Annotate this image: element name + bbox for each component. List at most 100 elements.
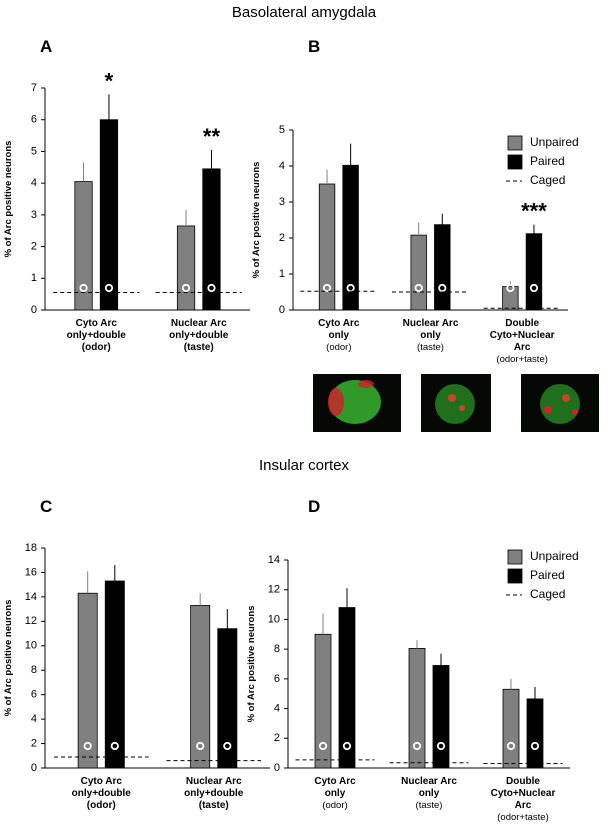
bar bbox=[99, 119, 119, 311]
x-tick-label: Cyto Arc bbox=[81, 776, 123, 787]
y-tick-label: 3 bbox=[279, 196, 285, 208]
chart: A % of Arc positive neurons 0 1 2 3 4 5 6 7 Cyto A… bbox=[3, 37, 250, 353]
marker bbox=[438, 283, 447, 293]
marker bbox=[436, 741, 446, 751]
x-tick-label: (taste) bbox=[184, 342, 214, 353]
y-axis-label: % of Arc positive neurons bbox=[3, 141, 14, 258]
x-tick-label: Cyto Arc bbox=[318, 318, 360, 329]
cell bbox=[572, 409, 578, 415]
x-tick-label: Double bbox=[506, 776, 540, 787]
cell bbox=[329, 380, 381, 424]
cell bbox=[328, 388, 344, 416]
x-tick-label: Arc bbox=[514, 342, 531, 353]
x-tick-label: (odor+taste) bbox=[497, 812, 549, 823]
y-tick-label: 12 bbox=[25, 615, 37, 627]
y-tick-label: 1 bbox=[279, 268, 285, 280]
marker bbox=[223, 741, 232, 751]
y-tick-label: 14 bbox=[25, 591, 37, 603]
x-tick-label: only bbox=[419, 788, 440, 799]
cell bbox=[544, 406, 552, 414]
marker bbox=[104, 283, 114, 293]
marker bbox=[196, 741, 205, 751]
y-tick-label: 8 bbox=[31, 664, 37, 676]
cell bbox=[435, 384, 475, 424]
y-tick-label: 5 bbox=[279, 124, 285, 136]
marker bbox=[342, 741, 352, 751]
y-tick-label: 2 bbox=[274, 732, 280, 744]
marker bbox=[322, 283, 332, 293]
legend-label: Unpaired bbox=[530, 135, 579, 149]
marker bbox=[506, 283, 515, 293]
y-tick-label: 7 bbox=[31, 82, 37, 94]
bar bbox=[525, 233, 543, 311]
x-tick-label: Cyto Arc bbox=[314, 776, 356, 787]
legend-label: Caged bbox=[530, 173, 565, 187]
section-title: Insular cortex bbox=[259, 457, 350, 474]
y-tick-label: 6 bbox=[31, 689, 37, 701]
marker bbox=[181, 283, 191, 293]
significance: *** bbox=[521, 199, 547, 224]
marker bbox=[529, 283, 539, 293]
y-tick-label: 10 bbox=[25, 640, 37, 652]
bar bbox=[502, 688, 520, 769]
bar bbox=[217, 628, 238, 769]
y-tick-label: 18 bbox=[25, 542, 37, 554]
legend-label: Caged bbox=[530, 587, 565, 601]
x-tick-label: Nuclear Arc bbox=[171, 318, 227, 329]
legend-swatch bbox=[507, 135, 523, 151]
cell bbox=[562, 394, 570, 402]
y-tick-label: 6 bbox=[274, 673, 280, 685]
y-tick-label: 4 bbox=[279, 160, 285, 172]
y-tick-label: 0 bbox=[279, 304, 285, 316]
x-tick-label: Nuclear Arc bbox=[186, 776, 242, 787]
y-axis-label: % of Arc positive neurons bbox=[246, 606, 257, 723]
marker bbox=[110, 741, 119, 751]
cell bbox=[358, 380, 374, 388]
x-tick-label: Arc bbox=[515, 800, 532, 811]
x-tick-label: only+double bbox=[184, 788, 244, 799]
y-tick-label: 4 bbox=[31, 177, 37, 189]
legend-swatch bbox=[507, 549, 523, 565]
y-axis-label: % of Arc positive neurons bbox=[251, 162, 262, 279]
y-axis-label: % of Arc positive neurons bbox=[3, 600, 14, 717]
y-tick-label: 10 bbox=[268, 613, 280, 625]
x-tick-label: (odor) bbox=[87, 800, 116, 811]
y-tick-label: 14 bbox=[268, 554, 280, 566]
x-tick-label: only bbox=[325, 788, 346, 799]
x-tick-label: Nuclear Arc bbox=[401, 776, 457, 787]
bar bbox=[104, 580, 125, 769]
marker bbox=[79, 283, 88, 293]
legend-label: Paired bbox=[530, 568, 565, 582]
cell bbox=[448, 394, 456, 402]
x-tick-label: (taste) bbox=[416, 800, 443, 811]
x-tick-label: (odor) bbox=[322, 800, 347, 811]
y-tick-label: 2 bbox=[31, 737, 37, 749]
legend-label: Paired bbox=[530, 154, 565, 168]
marker bbox=[530, 741, 540, 751]
panel-label: B bbox=[308, 37, 320, 56]
bar bbox=[77, 592, 98, 769]
bar bbox=[314, 633, 332, 769]
y-tick-label: 5 bbox=[31, 145, 37, 157]
y-tick-label: 4 bbox=[274, 702, 280, 714]
bar bbox=[410, 234, 427, 311]
y-tick-label: 4 bbox=[31, 713, 37, 725]
bar bbox=[338, 607, 356, 769]
bar bbox=[342, 164, 359, 311]
x-tick-label: (odor+taste) bbox=[496, 354, 548, 365]
chart: B % of Arc positive neurons 0 1 2 3 4 5 Cyto Arc… bbox=[251, 37, 579, 365]
bar bbox=[176, 225, 196, 311]
chart: C % of Arc positive neurons 0 2 4 6 8 10 12 14 16 1… bbox=[3, 497, 270, 811]
x-tick-label: (taste) bbox=[199, 800, 229, 811]
panel-label: A bbox=[40, 37, 52, 56]
bar bbox=[434, 224, 451, 311]
x-tick-label: Double bbox=[505, 318, 539, 329]
y-tick-label: 6 bbox=[31, 114, 37, 126]
marker bbox=[318, 741, 328, 751]
x-tick-label: only bbox=[420, 330, 441, 341]
bar bbox=[432, 665, 450, 769]
marker bbox=[207, 283, 216, 293]
significance: ** bbox=[203, 124, 221, 149]
x-tick-label: only+double bbox=[67, 330, 127, 341]
